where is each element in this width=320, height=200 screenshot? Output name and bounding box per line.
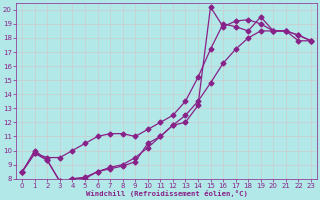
X-axis label: Windchill (Refroidissement éolien,°C): Windchill (Refroidissement éolien,°C) xyxy=(86,190,248,197)
